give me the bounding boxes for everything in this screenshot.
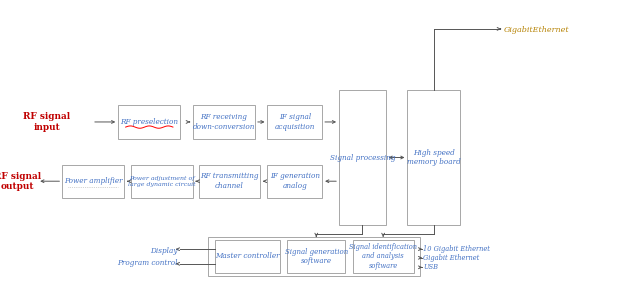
Text: IF generation
analog: IF generation analog (270, 173, 320, 190)
Text: RF preselection: RF preselection (120, 118, 179, 126)
Text: Display: Display (150, 247, 177, 255)
Text: RF receiving
down-conversion: RF receiving down-conversion (193, 113, 255, 131)
Text: Signal generation
software: Signal generation software (285, 248, 348, 265)
Text: Gigabit Ethernet: Gigabit Ethernet (423, 254, 479, 262)
Text: IF signal
acquisition: IF signal acquisition (275, 113, 315, 131)
FancyBboxPatch shape (199, 165, 260, 198)
FancyBboxPatch shape (62, 165, 124, 198)
Text: GigabitEthernet: GigabitEthernet (504, 26, 570, 34)
Text: 10 Gigabit Ethernet: 10 Gigabit Ethernet (423, 245, 490, 253)
Text: RF transmitting
channel: RF transmitting channel (200, 173, 259, 190)
Text: RF signal
output: RF signal output (0, 171, 41, 191)
FancyBboxPatch shape (193, 105, 255, 139)
FancyBboxPatch shape (118, 105, 180, 139)
Text: Power amplifier: Power amplifier (64, 177, 123, 185)
Text: Program control: Program control (117, 259, 177, 267)
FancyBboxPatch shape (208, 237, 420, 276)
FancyBboxPatch shape (267, 165, 322, 198)
FancyBboxPatch shape (339, 90, 386, 225)
Text: Signal processing: Signal processing (330, 153, 395, 162)
Text: Master controller: Master controller (215, 253, 279, 260)
Text: RF signal
input: RF signal input (23, 112, 70, 132)
Text: Signal identification
and analysis
software: Signal identification and analysis softw… (349, 243, 417, 270)
FancyBboxPatch shape (215, 240, 280, 273)
FancyBboxPatch shape (131, 165, 193, 198)
Text: USB: USB (423, 263, 438, 271)
FancyBboxPatch shape (267, 105, 322, 139)
FancyBboxPatch shape (353, 240, 414, 273)
Text: High speed
memory board: High speed memory board (407, 149, 461, 166)
Text: Power adjustment of
large dynamic circuit: Power adjustment of large dynamic circui… (128, 176, 195, 187)
FancyBboxPatch shape (407, 90, 460, 225)
FancyBboxPatch shape (287, 240, 345, 273)
